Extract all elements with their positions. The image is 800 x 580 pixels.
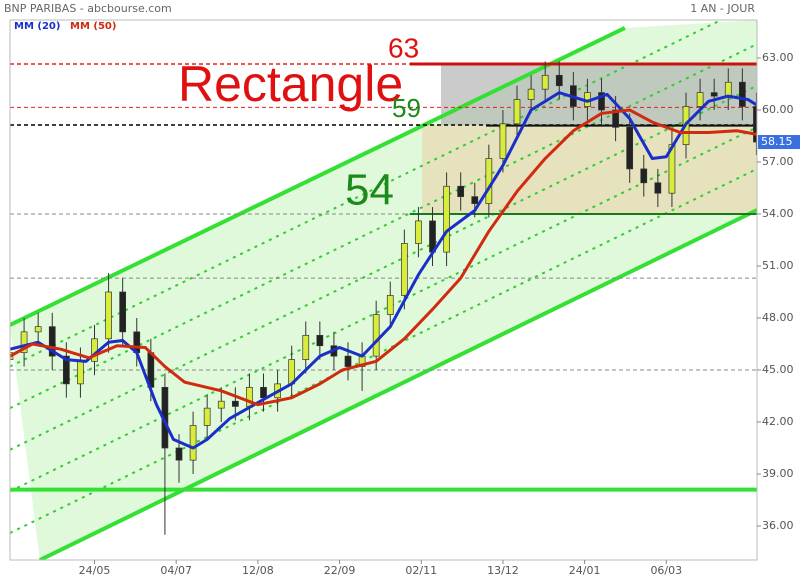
y-tick-label: 54.00: [762, 207, 794, 220]
candle-body: [527, 88, 535, 100]
candle-body: [753, 106, 757, 143]
y-tick-label: 57.00: [762, 155, 794, 168]
chart-subtitle: 1 AN - JOUR: [690, 2, 755, 15]
trend-line: [10, 26, 626, 327]
candle-body: [513, 99, 521, 125]
candle-body: [386, 295, 394, 315]
candle-body: [316, 334, 324, 347]
x-tick-label: 02/11: [405, 564, 437, 577]
candle-body: [175, 447, 183, 461]
candle-body: [612, 109, 619, 128]
candle-body: [541, 74, 549, 90]
annotation: 54: [345, 166, 394, 215]
candle-body: [696, 92, 704, 107]
candle-body: [203, 407, 211, 426]
candle-body: [640, 168, 648, 184]
candle-body: [739, 81, 746, 107]
dashed-line: [10, 84, 757, 451]
candle-body: [344, 355, 352, 367]
candle-body: [724, 81, 732, 97]
x-tick-label: 04/07: [160, 564, 192, 577]
candle-body: [77, 360, 84, 385]
candle-body: [62, 355, 70, 385]
candle-body: [372, 314, 380, 357]
x-tick-label: 24/05: [79, 564, 111, 577]
candle-body: [485, 158, 493, 204]
last-price-label: 58.15: [761, 135, 793, 148]
annotation: 59: [392, 93, 421, 123]
candle-body: [20, 331, 28, 354]
annotation: Rectangle: [178, 56, 403, 112]
candle-body: [555, 74, 563, 87]
candle-body: [217, 400, 225, 409]
y-tick-label: 36.00: [762, 519, 794, 532]
candle-body: [231, 400, 239, 407]
legend-entry: MM (20): [14, 21, 60, 32]
y-tick-label: 48.00: [762, 311, 794, 324]
candle-body: [105, 291, 112, 340]
last-price-tag: [758, 135, 800, 150]
x-tick-label: 22/09: [324, 564, 356, 577]
candle-body: [119, 291, 127, 333]
candle-body: [471, 196, 479, 204]
x-tick-label: 24/01: [569, 564, 601, 577]
legend-entry: MM (50): [70, 21, 116, 32]
candle-body: [400, 243, 408, 296]
overlay: MM (20) MM (50) 36.00 39.00 42.00 45.00 48.00 5…: [14, 21, 800, 577]
dashed-line: [10, 126, 757, 493]
x-tick-label: 12/08: [242, 564, 274, 577]
candle-body: [443, 185, 450, 253]
plot-border: [9, 19, 758, 561]
y-tick-label: 42.00: [762, 415, 794, 428]
candle-body: [302, 334, 310, 360]
candle-body: [499, 123, 507, 159]
y-tick-label: 63.00: [762, 51, 794, 64]
candle-body: [626, 126, 634, 170]
candle-body: [710, 92, 718, 97]
x-tick-label: 13/12: [487, 564, 519, 577]
candle-body: [654, 182, 662, 194]
y-tick-label: 60.00: [762, 103, 794, 116]
y-tick-label: 51.00: [762, 259, 794, 272]
plot-area: [10, 20, 757, 560]
y-tick-label: 39.00: [762, 467, 794, 480]
candle-body: [189, 425, 197, 461]
candle-body: [598, 92, 605, 111]
moving-average-line: [10, 108, 757, 407]
annotation: 63: [388, 32, 419, 63]
candle-body: [34, 326, 42, 333]
dashed-line: [10, 168, 757, 534]
dashed-line: [10, 20, 724, 368]
candle-body: [457, 185, 465, 197]
candle-body: [260, 386, 267, 399]
candle-body: [415, 220, 422, 244]
x-tick-label: 06/03: [650, 564, 682, 577]
trend-line: [38, 208, 757, 560]
chart-title: BNP PARIBAS - abcbourse.com: [4, 2, 172, 15]
y-tick-label: 45.00: [762, 363, 794, 376]
candle-body: [48, 326, 56, 357]
